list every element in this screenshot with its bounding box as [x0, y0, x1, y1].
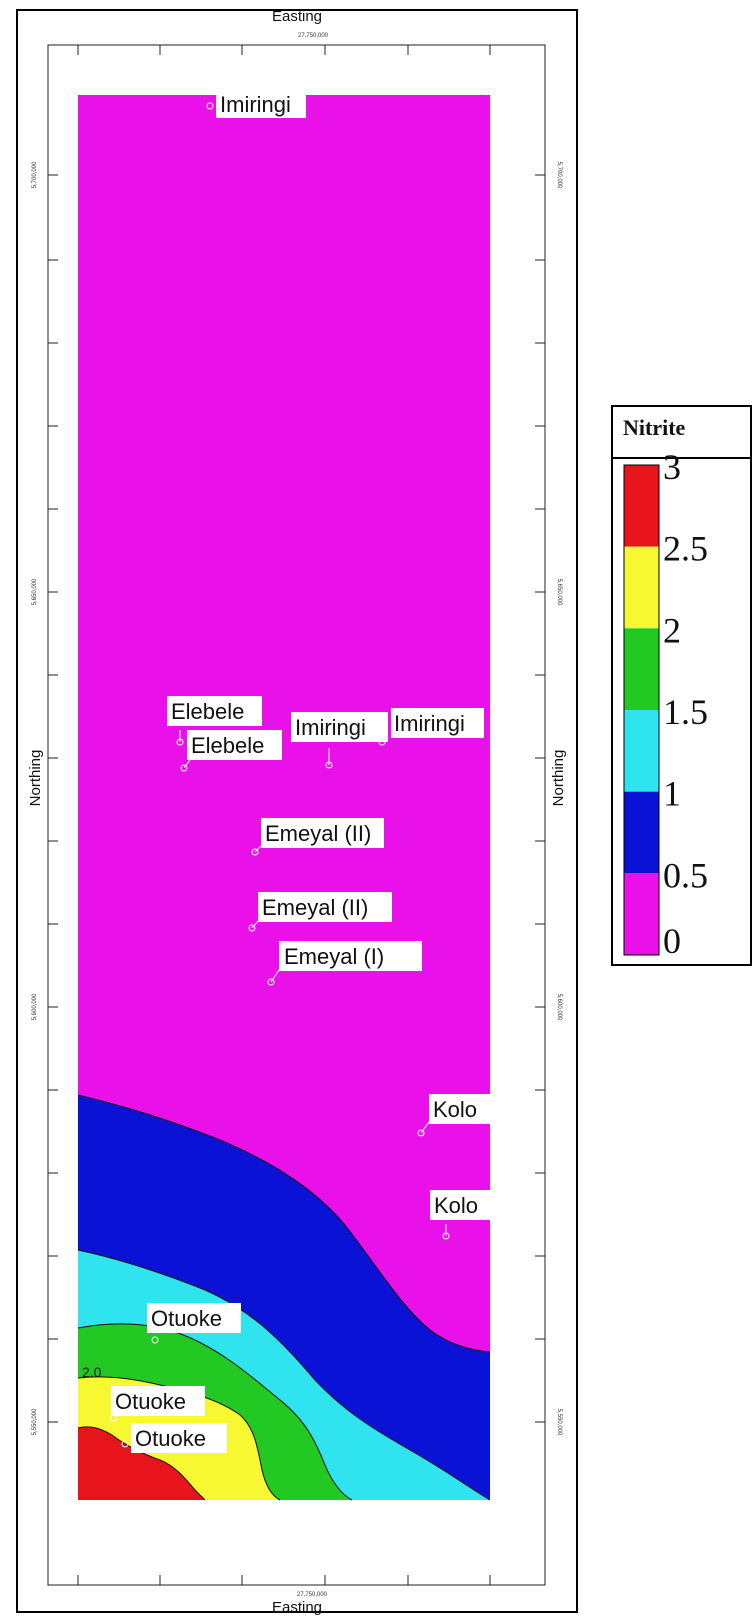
site-otuoke-2: Otuoke — [110, 1386, 205, 1422]
site-marker — [251, 848, 259, 856]
site-kolo-2: Kolo — [430, 1190, 493, 1240]
site-marker — [325, 761, 333, 769]
site-imiringi-mid-1: Imiringi — [291, 712, 388, 769]
site-marker — [151, 1336, 159, 1344]
contour-value-label: 2.0 — [82, 1364, 102, 1380]
right-northing-tick-label: 5,600,000 — [556, 994, 562, 1021]
site-label: Imiringi — [394, 711, 465, 736]
site-label-box — [111, 1386, 205, 1416]
site-imiringi-mid-2: Imiringi — [378, 708, 484, 746]
site-label-box — [147, 1303, 241, 1333]
legend-band-1.5-2 — [624, 628, 659, 710]
site-label-box — [279, 941, 422, 971]
site-label: Imiringi — [295, 715, 366, 740]
legend-tick-label: 2.5 — [663, 529, 708, 569]
legend-tick-label: 3 — [663, 447, 681, 487]
site-elebele-1: Elebele — [167, 696, 262, 746]
site-label: Otuoke — [151, 1306, 222, 1331]
legend-band-0-0.5 — [624, 873, 659, 955]
site-label: Emeyal (II) — [262, 895, 368, 920]
site-emeyal-ii-1: Emeyal (II) — [251, 818, 384, 856]
tick-marks — [48, 45, 545, 1585]
legend-title: Nitrite — [623, 415, 686, 440]
right-northing-tick-label: 5,550,000 — [556, 1409, 562, 1436]
site-label: Emeyal (II) — [265, 821, 371, 846]
left-axis-title: Northing — [27, 750, 44, 807]
site-label: Otuoke — [135, 1426, 206, 1451]
site-label: Imiringi — [220, 92, 291, 117]
site-label: Emeyal (I) — [284, 944, 384, 969]
site-label: Elebele — [171, 699, 244, 724]
legend-color-bar — [623, 464, 660, 956]
site-label-box — [258, 892, 392, 922]
legend-tick-label: 1 — [663, 774, 681, 814]
legend-bar-outline — [623, 464, 660, 956]
site-marker — [180, 764, 188, 772]
bottom-tick-label: 27,750,000 — [297, 1592, 328, 1598]
site-marker — [176, 738, 184, 746]
site-label-box — [216, 90, 306, 118]
legend-band-2-2.5 — [624, 546, 659, 629]
site-marker — [267, 978, 275, 986]
legend-tick-label: 0.5 — [663, 855, 708, 895]
right-axis-title: Northing — [550, 750, 567, 807]
legend-band-1-1.5 — [624, 710, 659, 792]
band-2.5-3 — [78, 1426, 205, 1500]
legend-tick-label: 0 — [663, 921, 681, 961]
site-kolo-1: Kolo — [417, 1094, 492, 1137]
site-label-box — [430, 1190, 493, 1220]
site-label-box — [429, 1094, 492, 1124]
legend: Nitrite 3 2.5 2 1.5 1 0.5 0 — [611, 405, 752, 966]
site-label-box — [167, 696, 262, 726]
left-northing-tick-label: 5,650,000 — [32, 578, 38, 605]
top-axis-title: Easting — [272, 8, 322, 25]
site-marker — [442, 1232, 450, 1240]
left-northing-tick-label: 5,600,000 — [32, 993, 38, 1020]
legend-band-0.5-1 — [624, 791, 659, 874]
bottom-axis-title: Easting — [272, 1599, 322, 1616]
left-northing-tick-label: 5,550,000 — [32, 1408, 38, 1435]
site-label-box — [261, 818, 384, 848]
legend-tick-label: 1.5 — [663, 692, 708, 732]
site-emeyal-i: Emeyal (I) — [267, 941, 422, 986]
site-label: Kolo — [434, 1193, 478, 1218]
site-marker — [248, 924, 256, 932]
site-label-box — [187, 730, 282, 760]
site-label: Elebele — [191, 733, 264, 758]
site-label-box — [291, 712, 388, 742]
site-label: Otuoke — [115, 1389, 186, 1414]
legend-band-2.5-3 — [624, 465, 659, 547]
top-tick-label: 27,750,000 — [298, 33, 329, 39]
site-label-box — [131, 1423, 227, 1453]
site-marker — [417, 1129, 425, 1137]
site-emeyal-ii-2: Emeyal (II) — [248, 892, 392, 932]
site-label-box — [391, 708, 484, 738]
contour-lines — [77, 1094, 491, 1501]
legend-tick-label: 2 — [663, 610, 681, 650]
right-northing-tick-label: 5,700,000 — [556, 162, 562, 189]
site-marker — [206, 102, 214, 110]
site-otuoke-1: Otuoke — [147, 1303, 241, 1344]
site-imiringi-top: Imiringi — [206, 90, 306, 118]
site-marker — [378, 738, 386, 746]
site-label: Kolo — [433, 1097, 477, 1122]
left-northing-tick-label: 5,700,000 — [32, 161, 38, 188]
site-marker — [121, 1440, 129, 1448]
right-northing-tick-label: 5,650,000 — [556, 579, 562, 606]
site-otuoke-3: Otuoke — [121, 1423, 227, 1453]
contour-bands — [78, 95, 490, 1500]
site-elebele-2: Elebele — [180, 730, 282, 772]
